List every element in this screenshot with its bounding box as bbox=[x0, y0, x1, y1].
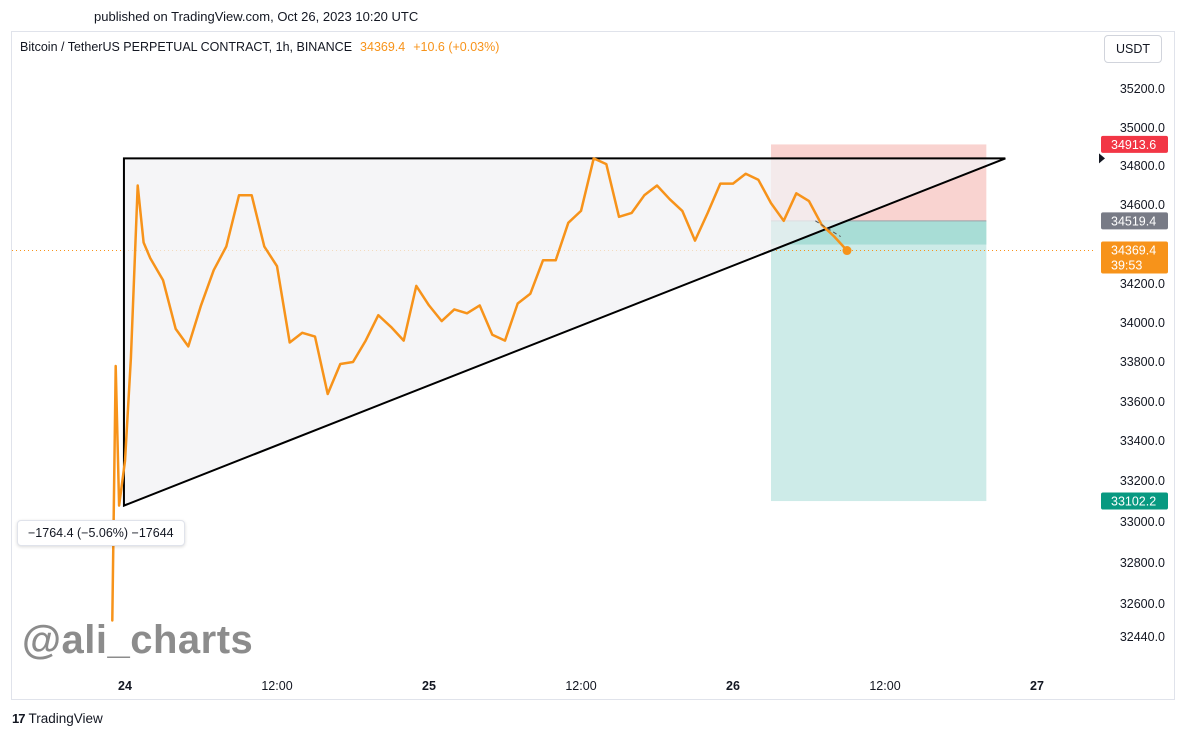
y-tick-label: 32600.0 bbox=[1120, 597, 1165, 611]
y-tick-label: 34000.0 bbox=[1120, 316, 1165, 330]
currency-button[interactable]: USDT bbox=[1104, 35, 1162, 63]
y-tick-label: 33600.0 bbox=[1120, 395, 1165, 409]
price-tag bbox=[1101, 241, 1168, 274]
symbol-legend: Bitcoin / TetherUS PERPETUAL CONTRACT, 1… bbox=[20, 40, 499, 54]
x-tick-label: 12:00 bbox=[261, 679, 292, 693]
alert-marker-icon bbox=[1099, 153, 1105, 164]
last-price-dot bbox=[842, 246, 852, 256]
countdown-label: 39:53 bbox=[1111, 259, 1142, 273]
y-tick-label: 33200.0 bbox=[1120, 474, 1165, 488]
x-tick-label: 24 bbox=[118, 679, 132, 693]
y-tick-label: 32800.0 bbox=[1120, 556, 1165, 570]
price-tag bbox=[1101, 492, 1168, 510]
price-tag bbox=[1101, 135, 1168, 153]
price-series-line bbox=[111, 157, 849, 622]
y-tick-label: 33000.0 bbox=[1120, 515, 1165, 529]
x-tick-label: 12:00 bbox=[565, 679, 596, 693]
price-line-layer bbox=[111, 157, 852, 622]
author-watermark: @ali_charts bbox=[22, 618, 254, 662]
price-tag-label: 33102.2 bbox=[1111, 495, 1156, 509]
x-tick-label: 12:00 bbox=[869, 679, 900, 693]
price-tag-label: 34913.6 bbox=[1111, 138, 1156, 152]
y-tick-label: 33800.0 bbox=[1120, 355, 1165, 369]
price-tag-label: 34369.4 bbox=[1111, 244, 1156, 258]
y-tick-label: 35000.0 bbox=[1120, 121, 1165, 135]
triangle-shape bbox=[122, 157, 1006, 508]
measure-label: −1764.4 (−5.06%) −17644 bbox=[17, 520, 185, 546]
price-tag bbox=[1101, 212, 1168, 230]
y-tick-label: 35200.0 bbox=[1120, 82, 1165, 96]
y-tick-label: 33400.0 bbox=[1120, 434, 1165, 448]
x-tick-label: 26 bbox=[726, 679, 740, 693]
time-axis: 24 12:00 25 12:00 26 12:00 27 bbox=[118, 679, 1044, 693]
ascending-triangle bbox=[122, 157, 1006, 508]
y-tick-label: 34800.0 bbox=[1120, 159, 1165, 173]
x-tick-label: 25 bbox=[422, 679, 436, 693]
published-caption: published on TradingView.com, Oct 26, 20… bbox=[94, 9, 419, 24]
brand-name: TradingView bbox=[28, 711, 103, 726]
x-tick-label: 27 bbox=[1030, 679, 1044, 693]
last-price: 34369.4 bbox=[360, 40, 406, 54]
symbol-title: Bitcoin / TetherUS PERPETUAL CONTRACT, 1… bbox=[20, 40, 353, 54]
price-change: +10.6 (+0.03%) bbox=[413, 40, 500, 54]
chart-frame bbox=[11, 31, 1175, 700]
y-tick-label: 32440.0 bbox=[1120, 630, 1165, 644]
tradingview-brand[interactable]: 17 TradingView bbox=[12, 711, 103, 726]
target-zone bbox=[771, 220, 987, 502]
price-tag-label: 34519.4 bbox=[1111, 214, 1156, 228]
y-tick-label: 34200.0 bbox=[1120, 277, 1165, 291]
tradingview-logo-icon: 17 bbox=[12, 711, 26, 726]
price-axis: 35200.0 35000.0 34800.0 34600.0 34200.0 34000… bbox=[1120, 82, 1165, 644]
y-tick-label: 34600.0 bbox=[1120, 198, 1165, 212]
price-tags: 34913.6 34519.4 34369.439:53 33102.2 bbox=[1099, 135, 1168, 510]
dashed-move bbox=[815, 220, 841, 238]
